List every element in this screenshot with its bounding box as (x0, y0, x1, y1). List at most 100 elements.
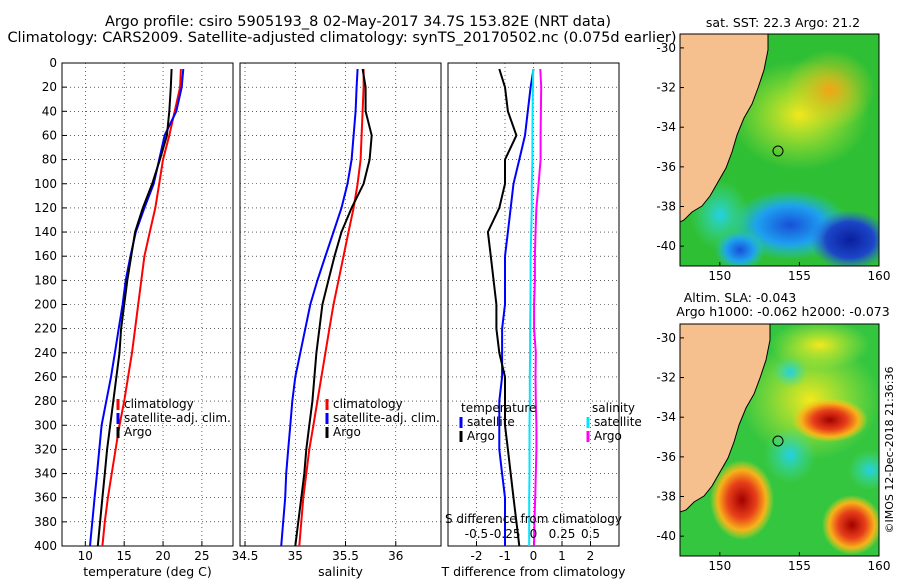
sla-low-west (764, 427, 816, 483)
depth-tick-label: 140 (34, 225, 57, 239)
sla-map-ticks: 150 155 160 -30 -32 -34 -36 -38 -40 (656, 331, 890, 573)
depth-tick-label: 220 (34, 322, 57, 336)
salinity-difference-tick-label: 0.5 (581, 527, 600, 541)
temperature-legend-label: satellite (467, 415, 515, 429)
difference-series-s-argo (533, 68, 543, 547)
difference-panel: -2 -1 0 1 2T difference from climatology temp… (440, 62, 642, 579)
map-ytick-label: -34 (656, 410, 676, 424)
depth-tick-label: 340 (34, 467, 57, 481)
temperature-legend-title: temperature (461, 401, 536, 415)
temperature-xlabel: temperature (deg C) (83, 564, 212, 579)
sla-map-panel: Altim. SLA: -0.043 Argo h1000: -0.062 h2… (656, 290, 890, 573)
depth-tick-label: 380 (34, 515, 57, 529)
sla-low-east (848, 450, 879, 490)
difference-series-t-argo (486, 68, 521, 547)
depth-tick-label: 160 (34, 249, 57, 263)
watermark: ©IMOS 12-Dec-2018 21:36:36 (883, 367, 896, 534)
salinity-legend-title: salinity (592, 401, 635, 415)
salinity-xlabel: salinity (318, 564, 363, 579)
map-xtick-label: 150 (708, 559, 731, 573)
temperature-xtick-label: 10 (78, 549, 93, 563)
temperature-xtick-label: 20 (155, 549, 170, 563)
sst-map-frame (679, 33, 880, 267)
sla-low-north (772, 356, 808, 388)
salinity-difference-xlabel: S difference from climatology (445, 512, 622, 526)
difference-xtick-label: -1 (499, 549, 511, 563)
sst-cold-patch (810, 210, 879, 266)
salinity-legend-label: satellite (594, 415, 642, 429)
temperature-series-satellite-adj-clim- (89, 68, 185, 547)
sst-argo-marker (772, 145, 784, 157)
salinity-legend-label: Argo (594, 429, 622, 443)
sla-map-title-line1: Altim. SLA: -0.043 (684, 290, 797, 305)
temperature-legend-label: climatology (124, 397, 194, 411)
salinity-series-climatology (298, 69, 365, 547)
salinity-xtick-label: 35 (288, 549, 303, 563)
temperature-legend-label: Argo (124, 425, 152, 439)
temperature-plot-frame (61, 62, 234, 547)
salinity-legend-label: climatology (333, 397, 403, 411)
map-ytick-label: -30 (656, 41, 676, 55)
map-ytick-label: -38 (656, 200, 676, 214)
salinity-xtick-label: 35.5 (332, 549, 359, 563)
map-xtick-label: 155 (788, 559, 811, 573)
salinity-difference-tick-label: -0.5 (465, 527, 488, 541)
sst-map-title: sat. SST: 22.3 Argo: 21.2 (706, 15, 860, 30)
depth-tick-label: 280 (34, 394, 57, 408)
salinity-legend-label: Argo (333, 425, 361, 439)
map-ytick-label: -38 (656, 490, 676, 504)
temperature-xtick-label: 25 (194, 549, 209, 563)
sla-map-title-line2: Argo h1000: -0.062 h2000: -0.073 (676, 304, 889, 319)
depth-tick-label: 300 (34, 418, 57, 432)
figure-title-line2: Climatology: CARS2009. Satellite-adjuste… (7, 30, 676, 46)
sla-land (680, 324, 771, 513)
depth-tick-label: 80 (42, 153, 57, 167)
temperature-series-climatology (101, 68, 182, 547)
sla-high-southwest (710, 460, 774, 540)
temperature-legend-label: satellite-adj. clim. (124, 411, 231, 425)
difference-xtick-label: -2 (471, 549, 483, 563)
difference-xtick-label: 2 (587, 549, 595, 563)
temperature-series-argo (96, 68, 173, 547)
difference-series-s-satellite (528, 68, 535, 546)
difference-xtick-label: 1 (558, 549, 566, 563)
temperature-legend-label: Argo (467, 429, 495, 443)
depth-tick-label: 240 (34, 346, 57, 360)
depth-tick-label: 100 (34, 177, 57, 191)
salinity-difference-tick-label: -0.25 (489, 527, 520, 541)
depth-tick-label: 200 (34, 298, 57, 312)
map-ytick-label: -36 (656, 160, 676, 174)
depth-tick-label: 40 (42, 104, 57, 118)
sla-map-frame (679, 323, 880, 557)
depth-tick-label: 400 (34, 539, 57, 553)
map-xtick-label: 160 (868, 559, 891, 573)
salinity-series-satellite-adj-clim- (280, 68, 359, 547)
sst-warm-patch-2 (785, 50, 875, 130)
figure-title-line1: Argo profile: csiro 5905193_8 02-May-201… (105, 14, 611, 30)
salinity-series-argo (294, 68, 373, 547)
map-ytick-label: -32 (656, 371, 676, 385)
temperature-panel: 10 15 20 25 0 20 40 60 80 100 120 140 160 180 200 220 24… (34, 56, 234, 579)
sst-map-ticks: 150 155 160 -30 -32 -34 -36 -38 -40 (656, 41, 890, 283)
map-ytick-label: -30 (656, 331, 676, 345)
map-ytick-label: -32 (656, 81, 676, 95)
sla-high-south (822, 495, 879, 555)
depth-tick-label: 360 (34, 491, 57, 505)
salinity-legend-label: satellite-adj. clim. (333, 411, 440, 425)
depth-tick-label: 180 (34, 273, 57, 287)
sst-map-panel: sat. SST: 22.3 Argo: 21.2 150 155 160 -30 -3… (656, 15, 890, 283)
difference-xlabel: T difference from climatology (440, 564, 626, 579)
sst-cool-patch-3 (715, 230, 765, 266)
difference-xtick-label: 0 (530, 549, 538, 563)
salinity-difference-tick-label: 0.25 (549, 527, 576, 541)
map-ytick-label: -34 (656, 120, 676, 134)
sst-land (680, 34, 769, 223)
difference-series-t-satellite (498, 68, 535, 546)
depth-tick-label: 120 (34, 201, 57, 215)
sla-high-east (792, 398, 868, 442)
map-xtick-label: 155 (788, 269, 811, 283)
salinity-difference-tick-label: 0 (530, 527, 538, 541)
map-ytick-label: -40 (656, 239, 676, 253)
salinity-panel: 34.5 35 35.5 36 salinity climatologysatellite… (232, 62, 442, 579)
